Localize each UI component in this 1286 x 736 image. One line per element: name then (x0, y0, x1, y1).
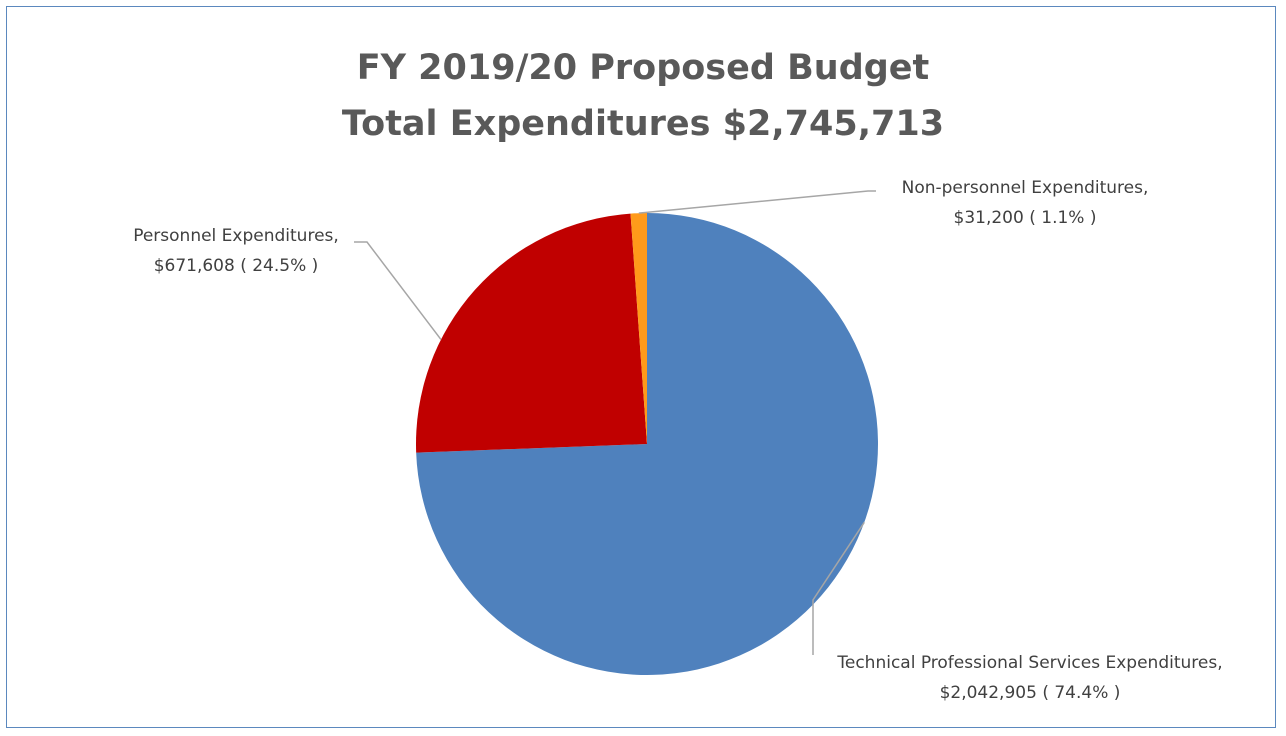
pie-slice-2 (630, 213, 647, 444)
slice-label-name-2: Non-personnel Expenditures, (902, 178, 1149, 198)
leader-line-0 (812, 521, 865, 655)
slice-label-name-0: Technical Professional Services Expendit… (836, 653, 1222, 673)
leader-lines (354, 190, 876, 655)
slice-label-value-1: $671,608 ( 24.5% ) (154, 256, 319, 276)
chart-title-line: FY 2019/20 Proposed Budget (356, 48, 930, 88)
pie-slice-1 (415, 213, 647, 453)
pie-slices (415, 213, 878, 675)
slice-labels: Technical Professional Services Expendit… (133, 178, 1222, 703)
pie-slice-0 (416, 213, 878, 675)
chart-subtitle-line: Total Expenditures $2,745,713 (341, 104, 945, 144)
leader-line-1 (354, 241, 442, 341)
chart-title: FY 2019/20 Proposed Budget Total Expendi… (0, 40, 1286, 152)
slice-label-value-0: $2,042,905 ( 74.4% ) (940, 683, 1121, 703)
slice-label-name-1: Personnel Expenditures, (133, 226, 339, 246)
leader-line-2 (638, 190, 876, 214)
slice-label-value-2: $31,200 ( 1.1% ) (954, 208, 1097, 228)
